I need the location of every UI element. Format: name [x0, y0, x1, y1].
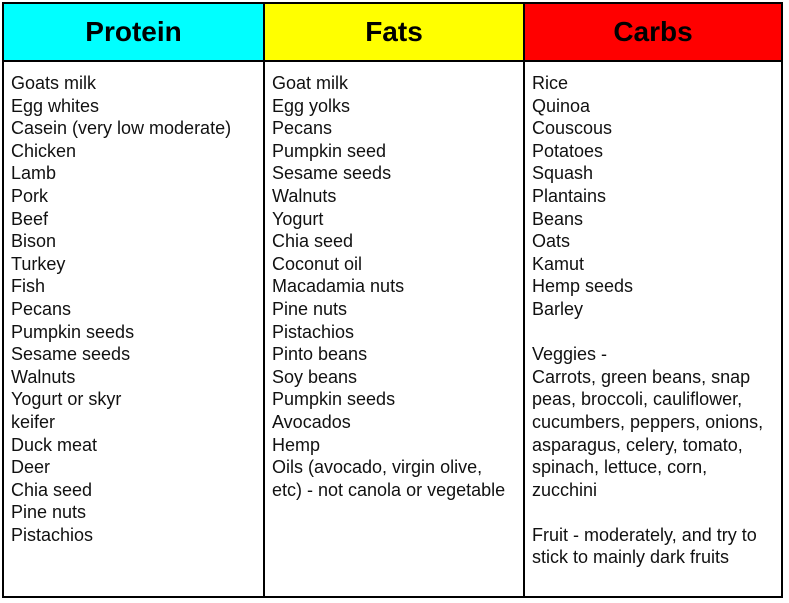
veggies-title: Veggies - [532, 344, 608, 365]
protein-item: Casein (very low moderate) [11, 118, 232, 139]
fats-item: Goat milk [272, 73, 349, 93]
protein-column: Goats milk Egg whites Casein (very low mod… [4, 62, 265, 596]
fruit-text: Fruit - moderately, and try to stick to … [532, 524, 757, 568]
carbs-item: Couscous [532, 118, 613, 139]
carbs-list: Rice Quinoa Couscous Potatoes Squash Plantain… [532, 72, 775, 321]
protein-item: Sesame seeds [11, 344, 131, 365]
carbs-item: Hemp seeds [532, 276, 634, 297]
protein-item: Deer [11, 457, 51, 478]
fats-item: Pine nuts [272, 298, 348, 319]
fats-item: Avocados [272, 411, 351, 432]
protein-item: keifer [11, 411, 56, 432]
fats-item: Soy beans [272, 366, 358, 387]
fats-item: Pistachios [272, 321, 355, 342]
protein-item: Yogurt or skyr [11, 389, 122, 410]
fats-item: Pumpkin seeds [272, 389, 396, 410]
carbs-item: Quinoa [532, 95, 591, 116]
protein-item: Egg whites [11, 95, 100, 116]
protein-item: Pecans [11, 298, 72, 319]
protein-item: Pork [11, 185, 49, 206]
fats-item: Hemp [272, 434, 321, 455]
protein-item: Fish [11, 276, 46, 297]
fats-item: Egg yolks [272, 95, 351, 116]
fats-item: Walnuts [272, 185, 337, 206]
protein-item: Bison [11, 231, 57, 252]
carbs-item: Beans [532, 208, 584, 229]
carbs-item: Oats [532, 231, 571, 252]
protein-item: Pumpkin seeds [11, 321, 135, 342]
protein-item: Pine nuts [11, 502, 87, 523]
protein-header: Protein [4, 4, 265, 62]
macronutrient-table: Protein Fats Carbs Goats milk Egg whites C… [2, 2, 783, 598]
protein-item: Turkey [11, 253, 66, 274]
fats-item: Pecans [272, 118, 333, 139]
carbs-item: Kamut [532, 253, 585, 274]
fats-header: Fats [265, 4, 525, 62]
protein-item: Beef [11, 208, 49, 229]
protein-item: Lamb [11, 163, 57, 184]
protein-item: Chicken [11, 140, 77, 161]
carbs-item: Barley [532, 298, 584, 319]
fats-item: Sesame seeds [272, 163, 392, 184]
fats-item: Yogurt [272, 208, 324, 229]
fats-item: Oils (avocado, virgin olive, [272, 457, 483, 478]
carbs-item: Squash [532, 163, 594, 184]
protein-item: Walnuts [11, 366, 76, 387]
fats-item: Pinto beans [272, 344, 368, 365]
fats-item: Coconut oil [272, 253, 363, 274]
fats-item: Pumpkin seed [272, 140, 387, 161]
carbs-column: Rice Quinoa Couscous Potatoes Squash Plantain… [525, 62, 781, 596]
protein-item: Goats milk [11, 73, 97, 93]
protein-item: Chia seed [11, 479, 93, 500]
carbs-header: Carbs [525, 4, 781, 62]
protein-item: Pistachios [11, 524, 94, 545]
veggies-text: Carrots, green beans, snap peas, broccol… [532, 366, 764, 500]
fats-item: Macadamia nuts [272, 276, 405, 297]
carbs-item: Plantains [532, 185, 607, 206]
fats-item: etc) - not canola or vegetable [272, 479, 506, 500]
fats-column: Goat milk Egg yolks Pecans Pumpkin seed Sesa… [265, 62, 525, 596]
protein-item: Duck meat [11, 434, 98, 455]
fats-item: Chia seed [272, 231, 354, 252]
carbs-item: Potatoes [532, 140, 604, 161]
carbs-item: Rice [532, 73, 569, 93]
